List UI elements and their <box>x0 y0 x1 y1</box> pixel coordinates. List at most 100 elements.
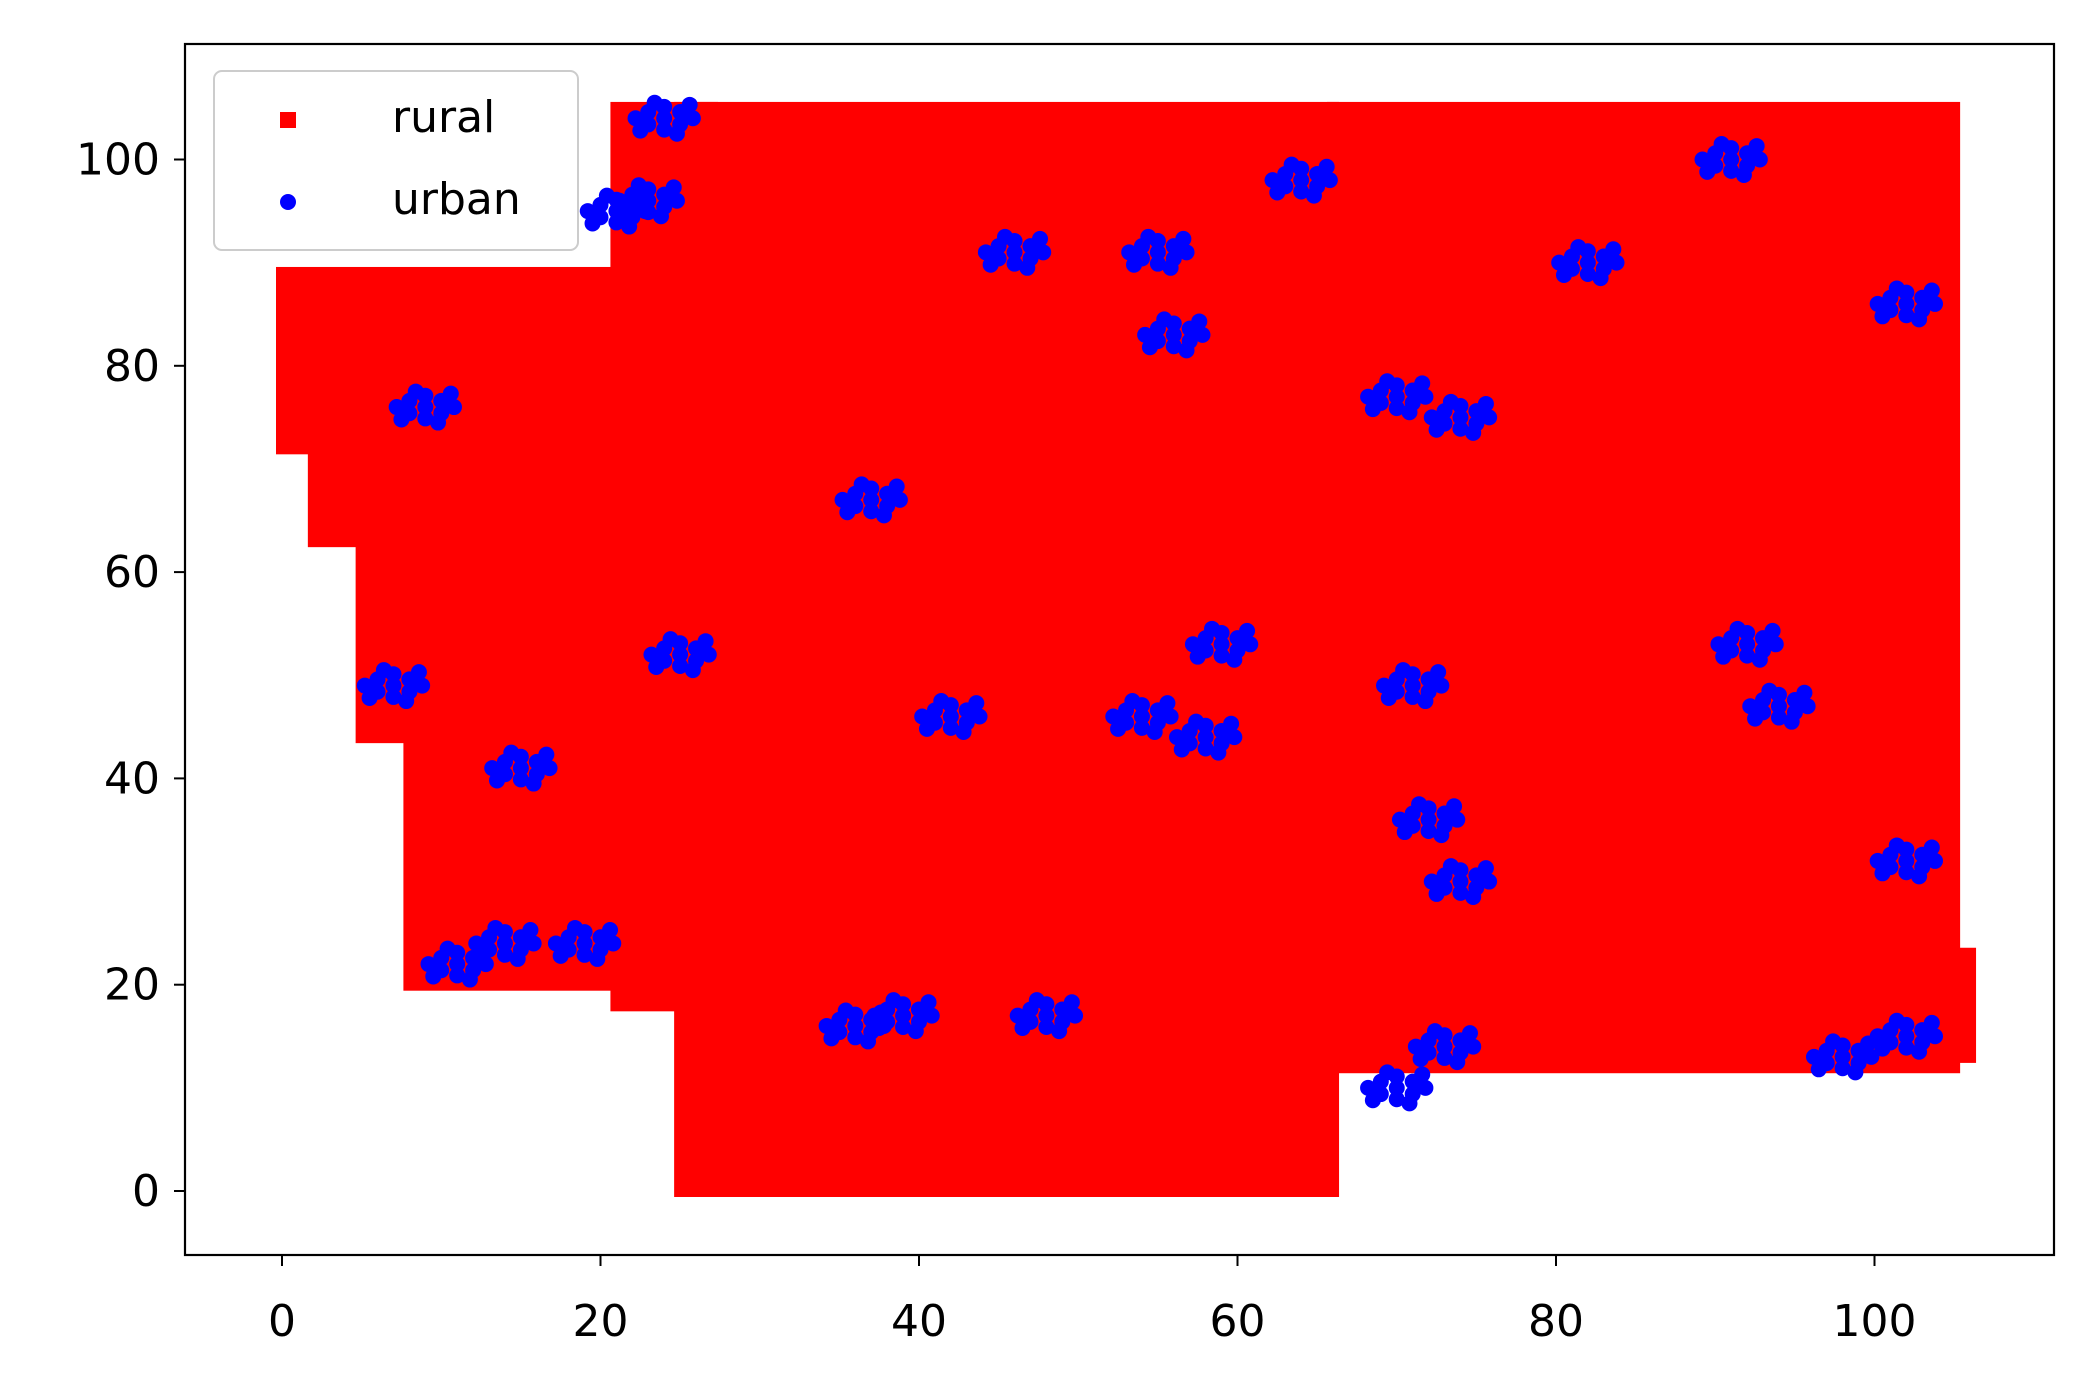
urban-point <box>968 695 985 712</box>
urban-point <box>1014 1020 1031 1037</box>
urban-point <box>648 658 665 675</box>
urban-point <box>1723 162 1740 179</box>
urban-point <box>1124 693 1141 710</box>
urban-point <box>1412 1050 1429 1067</box>
urban-point <box>853 476 870 493</box>
urban-point <box>420 956 437 973</box>
legend: rural urban <box>213 70 579 251</box>
urban-point <box>1847 1064 1864 1081</box>
rural-point-region <box>1327 101 1961 1074</box>
urban-point <box>449 956 466 973</box>
urban-point <box>1173 741 1190 758</box>
urban-point <box>1035 244 1052 261</box>
urban-point <box>525 775 542 792</box>
urban-point <box>863 503 880 520</box>
urban-point <box>410 664 427 681</box>
urban-point <box>1388 400 1405 417</box>
urban-point <box>1162 708 1179 725</box>
urban-point <box>1009 1007 1026 1024</box>
urban-point <box>923 1007 940 1024</box>
urban-point <box>1414 1066 1431 1083</box>
urban-point <box>474 942 491 959</box>
y-tick-label: 40 <box>104 753 160 804</box>
rural-point-region <box>403 339 623 991</box>
urban-point <box>1888 280 1905 297</box>
urban-point <box>1923 1014 1940 1031</box>
urban-point <box>1210 744 1227 761</box>
urban-point <box>1715 648 1732 665</box>
urban-point <box>1869 295 1886 312</box>
urban-point <box>1239 622 1256 639</box>
urban-point <box>417 410 434 427</box>
urban-point <box>982 256 999 273</box>
urban-point <box>1194 326 1211 343</box>
urban-point <box>1269 184 1286 201</box>
urban-point <box>407 383 424 400</box>
urban-point <box>1713 136 1730 153</box>
urban-point <box>1834 1048 1851 1065</box>
urban-point <box>1735 166 1752 183</box>
urban-point <box>662 631 679 648</box>
urban-point <box>632 122 649 139</box>
urban-point <box>656 110 673 127</box>
urban-point <box>1874 1040 1891 1057</box>
y-tick-label: 60 <box>104 547 160 598</box>
urban-point <box>576 935 593 952</box>
urban-point <box>1226 651 1243 668</box>
urban-point <box>1898 307 1915 324</box>
urban-point <box>942 719 959 736</box>
urban-point <box>1874 308 1891 325</box>
urban-point <box>1579 265 1596 282</box>
urban-point <box>1305 187 1322 204</box>
urban-point <box>1379 373 1396 390</box>
urban-point <box>1751 651 1768 668</box>
x-tick-label: 0 <box>268 1296 296 1347</box>
urban-point <box>823 1030 840 1047</box>
urban-point <box>1742 698 1759 715</box>
urban-point <box>1874 865 1891 882</box>
urban-point <box>512 760 529 777</box>
urban-point <box>584 215 601 232</box>
urban-point <box>512 771 529 788</box>
urban-point <box>643 646 660 663</box>
urban-point <box>1888 837 1905 854</box>
urban-point <box>1747 710 1764 727</box>
urban-point <box>885 992 902 1009</box>
urban-point <box>656 121 673 138</box>
urban-point <box>393 411 410 428</box>
urban-point <box>1189 648 1206 665</box>
urban-point <box>1481 873 1498 890</box>
urban-point <box>1165 326 1182 343</box>
urban-point <box>1428 421 1445 438</box>
urban-point <box>361 689 378 706</box>
urban-point <box>1038 1018 1055 1035</box>
urban-point <box>1428 885 1445 902</box>
urban-point <box>1213 647 1230 664</box>
plot-area <box>276 94 1977 1197</box>
urban-point <box>1137 326 1154 343</box>
urban-point <box>503 744 520 761</box>
urban-point <box>1133 708 1150 725</box>
urban-point <box>430 414 447 431</box>
urban-point <box>1898 852 1915 869</box>
urban-point <box>920 994 937 1011</box>
urban-point <box>914 708 931 725</box>
urban-point <box>1191 313 1208 330</box>
x-tick-label: 100 <box>1833 1296 1917 1347</box>
urban-point <box>1436 1049 1453 1066</box>
urban-point <box>442 385 459 402</box>
urban-point <box>1452 873 1469 890</box>
urban-point <box>665 179 682 196</box>
urban-point <box>488 772 505 789</box>
urban-point <box>1283 156 1300 173</box>
legend-urban-marker <box>280 194 296 210</box>
urban-point <box>439 940 456 957</box>
urban-point <box>1423 873 1440 890</box>
urban-point <box>1110 720 1127 737</box>
urban-point <box>1465 889 1482 906</box>
urban-point <box>1293 172 1310 189</box>
urban-point <box>697 633 714 650</box>
urban-point <box>1911 868 1928 885</box>
urban-point <box>1860 1035 1877 1052</box>
urban-point <box>1156 311 1173 328</box>
